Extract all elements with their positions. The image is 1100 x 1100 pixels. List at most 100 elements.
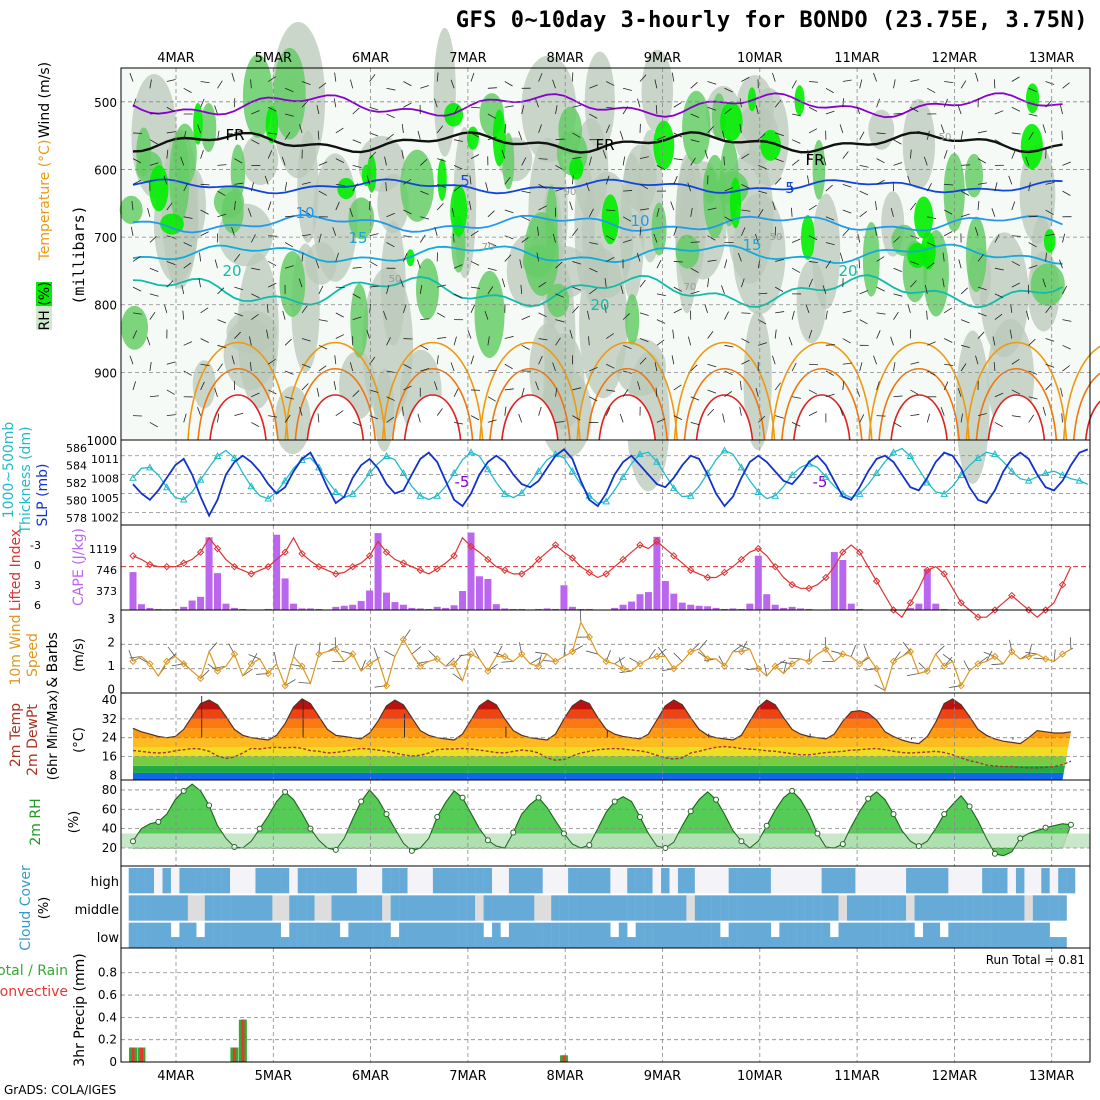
wind-barb (214, 259, 218, 269)
date-label-top: 8MAR (546, 51, 583, 66)
wind-barb (927, 87, 936, 94)
wind-barb (250, 79, 252, 89)
wind-barb (166, 261, 176, 266)
wind-barb-10m (864, 668, 877, 671)
wind-barb (605, 124, 611, 134)
wind-barb (301, 209, 310, 215)
wind-barb (251, 422, 260, 428)
isotherm-label: FR (805, 151, 824, 169)
wind-barb (721, 285, 725, 295)
slp-tick-label: 1011 (91, 453, 119, 466)
wind-barb (994, 267, 1004, 271)
cloud-cell (331, 895, 341, 921)
wind-barb (436, 125, 444, 134)
cape-bar (501, 608, 509, 610)
temp-color-band (133, 718, 1071, 729)
li-tick-label: 3 (34, 579, 41, 592)
wind-barb-10m (986, 650, 993, 662)
wind-barb (673, 286, 682, 292)
wind-barb (266, 303, 269, 313)
wind-barb (636, 252, 641, 262)
wind-barb (318, 285, 324, 295)
wind-barb-10m (991, 663, 1004, 666)
wind-barb (842, 151, 849, 159)
wind-speed-point (332, 645, 340, 653)
wind-barb-10m (248, 654, 260, 660)
wind-barb (943, 150, 948, 159)
cloud-cell (1058, 895, 1067, 921)
wind-barb (504, 81, 513, 87)
wind-speed-point (179, 660, 188, 668)
cloud-cell (906, 922, 915, 948)
thickness-tick-label: 580 (66, 495, 87, 508)
wind-barb (673, 415, 683, 420)
wind-barb (572, 156, 582, 160)
cloud-cell (1024, 868, 1033, 894)
thickness-point (230, 453, 239, 461)
cloud-cell (356, 895, 366, 921)
wind-barb (284, 265, 294, 269)
cloud-cell (441, 895, 450, 921)
cloud-cell (821, 895, 831, 921)
li-point (365, 552, 374, 560)
wind-barb (572, 415, 581, 421)
wind-barb-10m (863, 645, 869, 657)
wind-barb (672, 329, 675, 339)
cloud-cell (585, 895, 594, 921)
wind-barb (944, 363, 954, 366)
cape-bar (290, 603, 298, 610)
cloud-cell (475, 895, 484, 921)
wind-barb (519, 259, 523, 269)
cape-bar (264, 608, 272, 610)
li-point (484, 555, 492, 564)
cape-bar (315, 608, 323, 610)
cape-bar (763, 594, 771, 610)
wind-barb-10m (167, 646, 176, 657)
dewpoint-line (132, 745, 1072, 769)
cape-bar (349, 604, 357, 610)
wind-barb (825, 310, 828, 320)
wind-barb (839, 124, 844, 134)
wind-barb (501, 278, 506, 288)
isotherm-label: 5 (785, 179, 795, 197)
wind-barb (857, 233, 861, 243)
wind-barb (758, 165, 767, 170)
date-label-bottom: 9MAR (644, 1069, 681, 1084)
wind-barb (994, 392, 1004, 398)
rh-point (560, 830, 567, 837)
wind-barb (724, 108, 732, 115)
wind-barb (825, 216, 835, 221)
wind-barb-10m (529, 657, 541, 665)
wind-barb (960, 80, 967, 89)
wind-barb (961, 164, 971, 166)
wind-barb (284, 242, 294, 248)
thickness-point (754, 487, 763, 495)
cloud-cell (999, 922, 1008, 948)
precip-frame (120, 947, 1091, 1063)
cloud-cell (982, 868, 991, 894)
thickness-line (132, 447, 1089, 505)
rh-contour-fill (601, 194, 619, 245)
wind-barb (538, 406, 542, 416)
wind-barb (757, 209, 764, 218)
wind-speed-point (720, 662, 729, 670)
cloud-cell (323, 922, 332, 948)
cloud-cell (492, 922, 501, 948)
wind-barb (741, 338, 750, 344)
wind-barb (417, 130, 421, 140)
wind-barb (926, 413, 931, 423)
wind-barb (538, 73, 543, 82)
wind-barb (606, 209, 616, 212)
wind-barb (521, 105, 525, 115)
slp-axis-label: SLP (mb) (35, 463, 51, 526)
wind-barb (876, 158, 885, 164)
cape-bar (628, 601, 636, 610)
cloud-cell (483, 895, 493, 921)
cloud-cell (137, 895, 146, 921)
cloud-cell (770, 937, 780, 948)
wind-barb (842, 362, 852, 365)
cloud-cell (686, 895, 695, 921)
wind-barb (737, 252, 742, 262)
cloud-cell (787, 895, 797, 921)
cloud-cell (280, 895, 290, 921)
